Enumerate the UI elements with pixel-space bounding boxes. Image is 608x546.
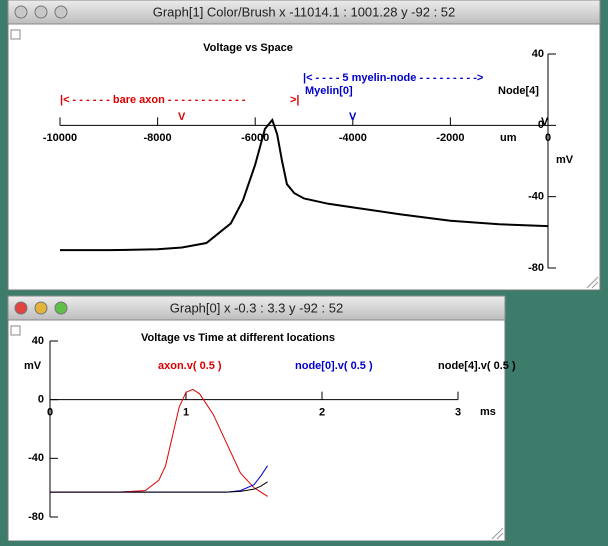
y-tick-label: -40 (28, 452, 44, 464)
annotation: V (541, 116, 549, 128)
annotation: >| (290, 94, 300, 106)
x-tick-label: -8000 (144, 132, 172, 144)
menu-box[interactable] (10, 325, 21, 336)
x-tick-label: -4000 (339, 132, 367, 144)
window (7, 295, 506, 542)
y-tick-label: 0 (38, 394, 44, 406)
x-tick-label: 2 (319, 407, 325, 419)
annotation: V (178, 111, 186, 123)
annotation: Node[4] (498, 85, 539, 97)
x-tick-label: 0 (47, 407, 53, 419)
x-axis-label: ms (480, 406, 496, 418)
y-axis-label: mV (24, 360, 42, 372)
menu-box[interactable] (10, 29, 21, 40)
y-tick-label: -80 (528, 262, 544, 274)
y-axis-label: mV (556, 154, 574, 166)
y-tick-label: 40 (532, 48, 544, 60)
x-tick-label: 1 (183, 407, 189, 419)
resize-grip[interactable] (586, 276, 599, 289)
legend-entry: node[0].v( 0.5 ) (295, 360, 373, 372)
x-tick-label: 3 (455, 407, 461, 419)
annotation: Myelin[0] (305, 85, 353, 97)
y-tick-label: 40 (32, 335, 44, 347)
series-line (50, 388, 268, 497)
window (7, 0, 601, 291)
x-tick-label: -6000 (241, 132, 269, 144)
x-axis-label: um (500, 132, 517, 144)
title-bar (7, 0, 601, 25)
chart-title: Voltage vs Time at different locations (141, 332, 335, 344)
chart-title: Voltage vs Space (203, 42, 293, 54)
annotation: V (349, 111, 357, 123)
minimize-button[interactable] (34, 5, 48, 19)
annotation: |< - - - - - - bare axon - - - - - - - -… (60, 94, 246, 106)
window-title: Graph[0] x -0.3 : 3.3 y -92 : 52 (170, 300, 343, 315)
annotation: |< - - - - 5 myelin-node - - - - - - - -… (303, 72, 483, 84)
title-bar (7, 295, 506, 321)
y-tick-label: -80 (28, 511, 44, 523)
legend-entry: axon.v( 0.5 ) (158, 360, 222, 372)
y-tick-label: -40 (528, 191, 544, 203)
y-tick-label: 0 (538, 119, 544, 131)
close-button[interactable] (14, 5, 28, 19)
zoom-button[interactable] (54, 5, 68, 19)
series-line (60, 117, 549, 252)
x-tick-label: 0 (545, 132, 551, 144)
resize-grip[interactable] (491, 527, 504, 540)
x-tick-label: -10000 (43, 132, 77, 144)
zoom-button[interactable] (54, 301, 68, 315)
minimize-button[interactable] (34, 301, 48, 315)
close-button[interactable] (14, 301, 28, 315)
legend-entry: node[4].v( 0.5 ) (438, 360, 516, 372)
x-tick-label: -2000 (436, 132, 464, 144)
window-title: Graph[1] Color/Brush x -11014.1 : 1001.2… (153, 4, 456, 19)
series-line (50, 481, 268, 493)
